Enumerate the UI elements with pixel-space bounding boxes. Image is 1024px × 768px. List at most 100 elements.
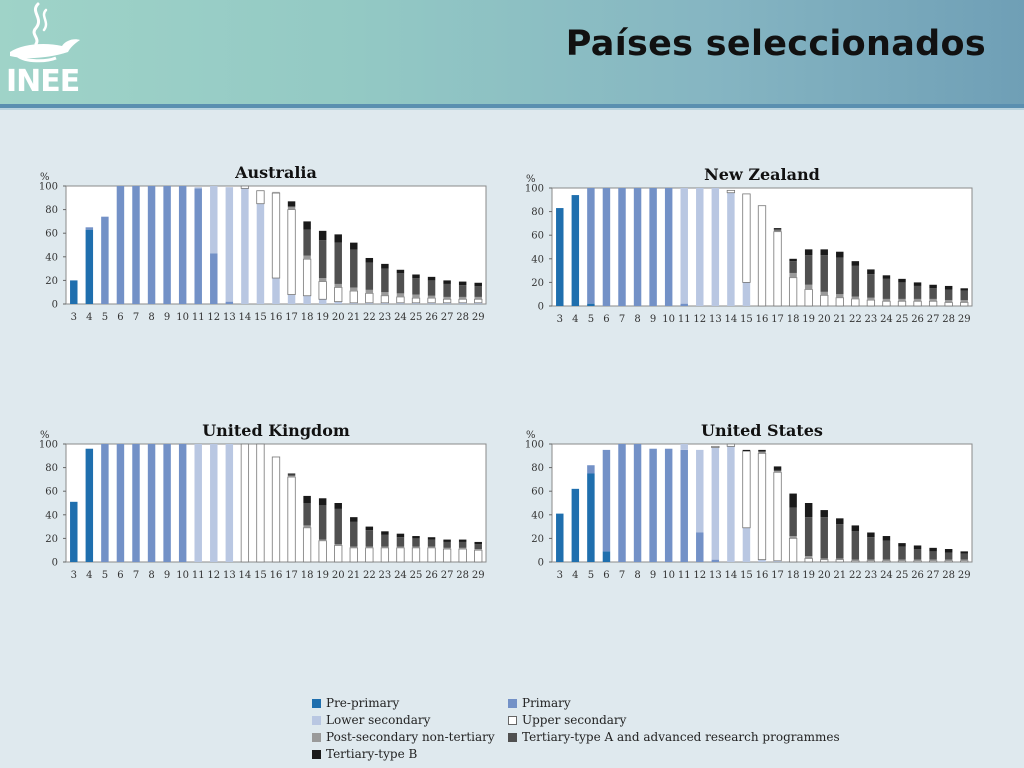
bar-segment	[913, 298, 922, 302]
bar-segment	[365, 547, 374, 563]
bar-segment	[350, 521, 358, 547]
bar-segment	[70, 280, 78, 304]
bar-segment	[380, 547, 390, 563]
x-tick-label: 23	[865, 314, 878, 325]
bar-segment	[194, 188, 202, 304]
bar-segment	[882, 536, 891, 541]
x-tick-label: 29	[472, 570, 485, 581]
chart-united-states: United States% 0 20 40 60 80 100 3 4 5 6 7 8 9 10 11 12 1…	[522, 414, 982, 600]
bar-segment	[412, 546, 420, 548]
x-tick-label: 9	[650, 314, 656, 325]
bar-segment	[773, 469, 782, 472]
x-tick-label: 13	[223, 312, 236, 323]
bar-segment	[381, 292, 389, 296]
bar-segment	[240, 443, 250, 563]
x-tick-label: 17	[771, 314, 784, 325]
x-tick-label: 13	[223, 570, 236, 581]
bar-segment	[882, 559, 891, 561]
bar-segment	[789, 507, 797, 537]
x-tick-label: 13	[709, 570, 722, 581]
bar-segment	[960, 559, 968, 561]
legend-swatch	[508, 699, 517, 708]
bar-segment	[427, 302, 436, 304]
bar-segment	[302, 527, 312, 563]
bar-segment	[210, 186, 218, 254]
bar-segment	[633, 188, 642, 306]
bar-segment	[318, 240, 327, 279]
bar-segment	[443, 283, 451, 297]
chart-title: Australia	[234, 163, 317, 182]
bar-segment	[334, 283, 342, 288]
bar-segment	[804, 284, 813, 290]
legend-label: Pre-primary	[326, 696, 400, 710]
x-tick-label: 26	[425, 570, 438, 581]
bar-segment	[132, 186, 140, 304]
x-tick-label: 15	[740, 570, 753, 581]
legend-item-tertiary-a: Tertiary-type A and advanced research pr…	[508, 730, 840, 744]
x-tick-label: 26	[425, 312, 438, 323]
bar-segment	[789, 493, 797, 508]
bar-segment	[788, 538, 798, 563]
bar-segment	[897, 560, 907, 563]
bar-segment	[85, 227, 94, 230]
bar-segment	[804, 558, 813, 563]
bar-segment	[272, 191, 280, 194]
legend-item-primary: Primary	[508, 696, 571, 710]
chart-united-kingdom: United Kingdom% 0 20 40 60 80 100 3 4 5 6 7 8 9 10 11 12…	[36, 414, 496, 600]
bar-segment	[365, 292, 374, 304]
x-tick-label: 22	[849, 570, 862, 581]
x-tick-label: 8	[148, 312, 154, 323]
x-tick-label: 3	[71, 312, 77, 323]
x-tick-label: 28	[942, 314, 955, 325]
x-tick-label: 16	[756, 314, 769, 325]
y-tick-label: 0	[52, 300, 58, 311]
chart-legend: Pre-primary Primary Lower secondary Uppe…	[312, 694, 840, 766]
bar-segment	[773, 228, 782, 230]
bar-segment	[318, 540, 327, 563]
bar-segment	[882, 298, 891, 302]
bar-segment	[944, 300, 953, 303]
bar-segment	[412, 538, 420, 547]
legend-swatch	[508, 733, 517, 742]
bar-segment	[396, 296, 405, 304]
x-tick-label: 9	[164, 570, 170, 581]
lamp-icon	[10, 2, 80, 63]
bar-segment	[913, 559, 922, 561]
x-tick-label: 11	[678, 314, 691, 325]
bar-segment	[287, 207, 296, 210]
bar-segment	[458, 541, 467, 548]
bar-segment	[396, 293, 405, 297]
x-tick-label: 27	[927, 314, 940, 325]
bar-segment	[742, 450, 751, 529]
bar-segment	[602, 449, 611, 552]
y-axis-label: %	[526, 430, 536, 441]
bar-segment	[365, 289, 374, 294]
x-tick-label: 25	[410, 570, 423, 581]
bar-segment	[303, 255, 311, 260]
legend-swatch	[312, 750, 321, 759]
x-tick-label: 11	[678, 570, 691, 581]
bar-segment	[458, 547, 467, 550]
x-tick-label: 24	[394, 312, 407, 323]
bar-segment	[680, 449, 688, 562]
bar-segment	[928, 560, 938, 563]
bar-segment	[929, 551, 937, 560]
legend-item-pre-primary: Pre-primary	[312, 696, 399, 710]
bar-segment	[287, 474, 296, 476]
bar-segment	[116, 186, 125, 304]
x-tick-label: 12	[693, 570, 706, 581]
bar-segment	[178, 444, 187, 562]
bar-segment	[396, 537, 405, 547]
bar-segment	[474, 282, 482, 287]
x-tick-label: 10	[662, 314, 675, 325]
x-tick-label: 7	[619, 570, 625, 581]
bar-segment	[742, 193, 751, 283]
bar-segment	[898, 278, 906, 283]
bar-segment	[412, 274, 420, 279]
bar-segment	[898, 546, 906, 560]
bar-segment	[867, 269, 875, 275]
x-tick-label: 10	[176, 312, 189, 323]
x-tick-label: 19	[802, 570, 815, 581]
bar-segment	[458, 548, 467, 563]
y-axis-label: %	[40, 430, 50, 441]
